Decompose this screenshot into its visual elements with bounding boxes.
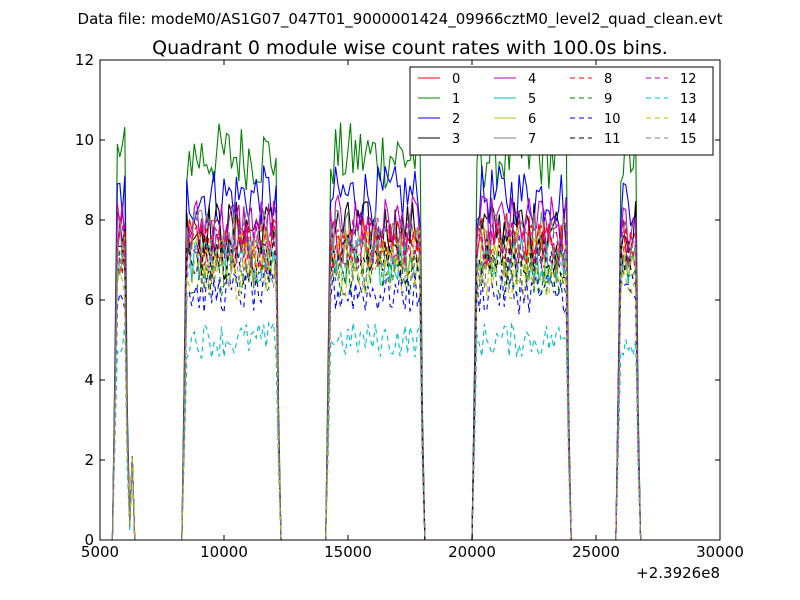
y-tick-label: 12 [75,51,94,69]
series-line-13 [100,321,642,540]
series-line-12 [100,217,642,540]
legend-label-4: 4 [528,72,536,87]
y-tick-label: 8 [84,211,94,229]
legend-label-10: 10 [604,112,621,127]
x-tick-label: 5000 [81,543,119,561]
legend-label-11: 11 [604,132,621,147]
legend-label-13: 13 [680,92,697,107]
legend-label-15: 15 [680,132,697,147]
legend-label-8: 8 [604,72,612,87]
legend-label-3: 3 [452,132,460,147]
x-tick-label: 20000 [448,543,496,561]
x-tick-label: 30000 [696,543,744,561]
series-line-5 [100,234,642,540]
y-tick-label: 0 [84,531,94,549]
suptitle: Data file: modeM0/AS1G07_047T01_90000014… [78,10,723,29]
y-tick-label: 10 [75,131,94,149]
legend-box [409,66,714,156]
legend-label-0: 0 [452,72,460,87]
legend-label-1: 1 [452,92,460,107]
legend-label-14: 14 [680,112,697,127]
x-tick-label: 10000 [200,543,248,561]
y-tick-label: 6 [84,291,94,309]
legend-label-7: 7 [528,132,536,147]
legend-label-12: 12 [680,72,697,87]
plot-frame [99,59,721,541]
y-tick-label: 4 [84,371,94,389]
legend-label-5: 5 [528,92,536,107]
series-line-7 [100,208,642,540]
series-line-10 [100,269,642,540]
series-line-11 [100,233,642,540]
x-offset-label: +2.3926e8 [636,564,720,582]
chart-title: Quadrant 0 module wise count rates with … [152,37,668,59]
legend-label-9: 9 [604,92,612,107]
x-tick-label: 15000 [324,543,372,561]
x-tick-label: 25000 [572,543,620,561]
y-tick-label: 2 [84,451,94,469]
legend-label-2: 2 [452,112,460,127]
series-line-14 [100,253,642,540]
legend-label-6: 6 [528,112,536,127]
plot-lines [100,121,642,540]
series-line-15 [100,237,642,540]
